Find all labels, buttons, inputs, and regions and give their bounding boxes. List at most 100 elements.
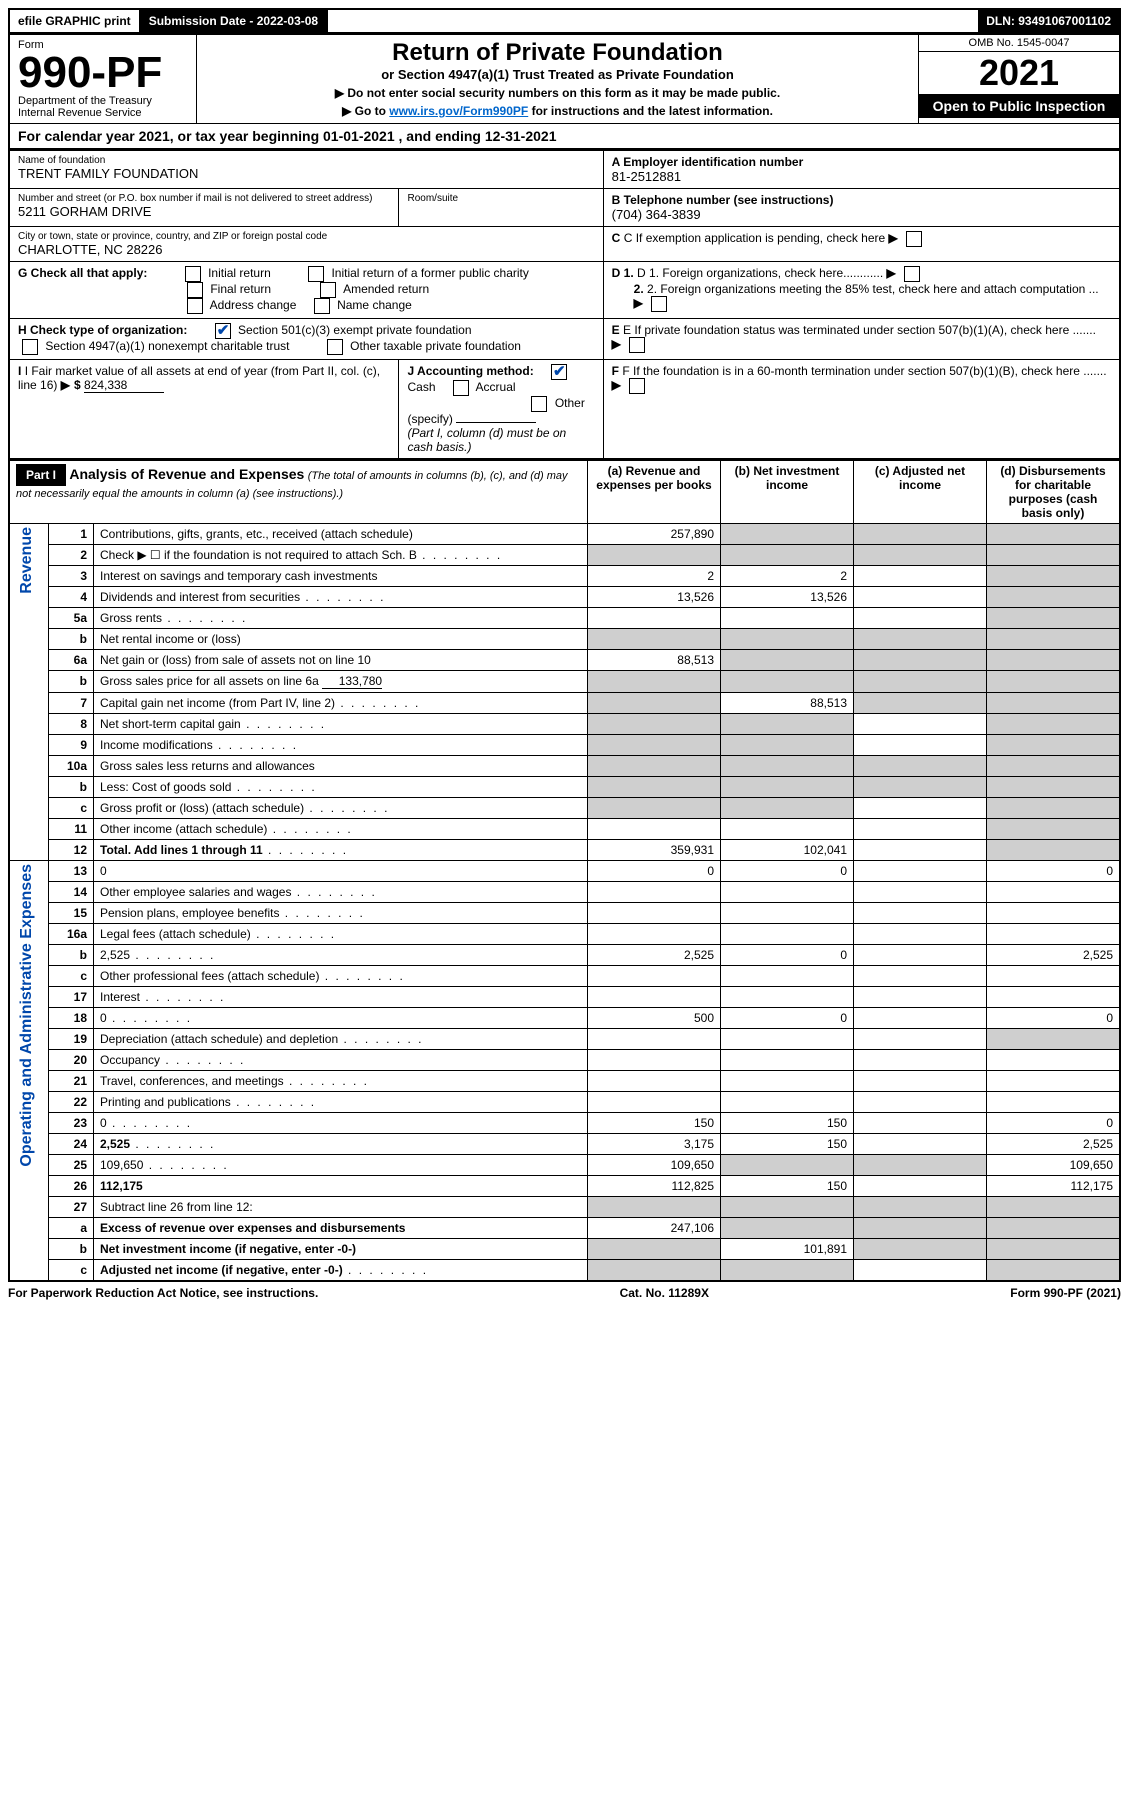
cell-d	[987, 882, 1121, 903]
line-desc: Gross sales less returns and allowances	[94, 756, 588, 777]
cell-c	[854, 1134, 987, 1155]
cell-b	[721, 1197, 854, 1218]
line-number: 14	[49, 882, 94, 903]
cell-b	[721, 819, 854, 840]
col-c-header: (c) Adjusted net income	[854, 461, 987, 524]
h-4947-checkbox[interactable]	[22, 339, 38, 355]
ein-value: 81-2512881	[612, 169, 1111, 184]
form-subtitle: or Section 4947(a)(1) Trust Treated as P…	[205, 67, 910, 82]
cell-c	[854, 1092, 987, 1113]
line-number: c	[49, 1260, 94, 1282]
d2-checkbox[interactable]	[651, 296, 667, 312]
cell-b	[721, 714, 854, 735]
cell-a	[588, 629, 721, 650]
j-note: (Part I, column (d) must be on cash basi…	[407, 426, 566, 454]
col-b-header: (b) Net investment income	[721, 461, 854, 524]
line-desc: Pension plans, employee benefits	[94, 903, 588, 924]
line-number: 9	[49, 735, 94, 756]
tax-year: 2021	[919, 52, 1119, 94]
col-a-header: (a) Revenue and expenses per books	[588, 461, 721, 524]
cell-a	[588, 735, 721, 756]
line-desc: Gross sales price for all assets on line…	[94, 671, 588, 693]
cell-a: 247,106	[588, 1218, 721, 1239]
cell-c	[854, 524, 987, 545]
cell-d: 112,175	[987, 1176, 1121, 1197]
f-checkbox[interactable]	[629, 378, 645, 394]
cell-a	[588, 903, 721, 924]
line-number: c	[49, 966, 94, 987]
line-desc: Dividends and interest from securities	[94, 587, 588, 608]
cell-c	[854, 671, 987, 693]
line-number: 7	[49, 693, 94, 714]
line-number: 15	[49, 903, 94, 924]
cell-d	[987, 1239, 1121, 1260]
cell-b	[721, 1050, 854, 1071]
line-desc: Printing and publications	[94, 1092, 588, 1113]
cell-a: 109,650	[588, 1155, 721, 1176]
cell-a: 3,175	[588, 1134, 721, 1155]
line-number: 26	[49, 1176, 94, 1197]
line-number: b	[49, 945, 94, 966]
top-spacer	[328, 10, 978, 32]
cell-c	[854, 777, 987, 798]
cell-b: 0	[721, 945, 854, 966]
cell-b: 0	[721, 861, 854, 882]
line-number: 19	[49, 1029, 94, 1050]
e-checkbox[interactable]	[629, 337, 645, 353]
cell-c	[854, 587, 987, 608]
col-d-header: (d) Disbursements for charitable purpose…	[987, 461, 1121, 524]
j-accrual-checkbox[interactable]	[453, 380, 469, 396]
line-desc: Capital gain net income (from Part IV, l…	[94, 693, 588, 714]
line-number: 21	[49, 1071, 94, 1092]
d1-checkbox[interactable]	[904, 266, 920, 282]
cell-b	[721, 1071, 854, 1092]
c-checkbox[interactable]	[906, 231, 922, 247]
form990pf-link[interactable]: www.irs.gov/Form990PF	[389, 104, 528, 118]
name-label: Name of foundation	[18, 155, 595, 166]
g-initial-former-checkbox[interactable]	[308, 266, 324, 282]
form-note-2: ▶ Go to www.irs.gov/Form990PF for instru…	[205, 104, 910, 118]
cell-c	[854, 1113, 987, 1134]
line-desc: Other employee salaries and wages	[94, 882, 588, 903]
form-number: 990-PF	[18, 51, 188, 95]
h-other-checkbox[interactable]	[327, 339, 343, 355]
cell-c	[854, 1155, 987, 1176]
side-label-exp: Operating and Administrative Expenses	[9, 861, 49, 1282]
g-name-checkbox[interactable]	[314, 298, 330, 314]
cell-d	[987, 693, 1121, 714]
g-final-checkbox[interactable]	[187, 282, 203, 298]
g-addr-checkbox[interactable]	[187, 298, 203, 314]
cell-a: 112,825	[588, 1176, 721, 1197]
cell-c	[854, 1260, 987, 1282]
h-501c3-checkbox[interactable]	[215, 323, 231, 339]
top-bar: efile GRAPHIC print Submission Date - 20…	[8, 8, 1121, 34]
cell-c	[854, 903, 987, 924]
j-cash-checkbox[interactable]	[551, 364, 567, 380]
cell-d	[987, 840, 1121, 861]
line-desc: Occupancy	[94, 1050, 588, 1071]
cell-d	[987, 777, 1121, 798]
j-other-checkbox[interactable]	[531, 396, 547, 412]
cell-a	[588, 777, 721, 798]
cell-c	[854, 545, 987, 566]
address-value: 5211 GORHAM DRIVE	[18, 204, 390, 219]
cell-b: 150	[721, 1113, 854, 1134]
cell-c	[854, 1008, 987, 1029]
i-label: I Fair market value of all assets at end…	[18, 364, 380, 392]
cell-c	[854, 566, 987, 587]
g-amended-checkbox[interactable]	[320, 282, 336, 298]
efile-label: efile GRAPHIC print	[10, 10, 141, 32]
cell-b	[721, 1092, 854, 1113]
cell-d	[987, 735, 1121, 756]
line-desc: Net short-term capital gain	[94, 714, 588, 735]
line-desc: Net investment income (if negative, ente…	[94, 1239, 588, 1260]
cell-a	[588, 714, 721, 735]
phone-value: (704) 364-3839	[612, 207, 1111, 222]
cell-a	[588, 1050, 721, 1071]
cell-c	[854, 945, 987, 966]
g-initial-checkbox[interactable]	[185, 266, 201, 282]
cell-d: 0	[987, 861, 1121, 882]
j-label: J Accounting method:	[407, 364, 533, 378]
line-desc: Travel, conferences, and meetings	[94, 1071, 588, 1092]
cell-a: 257,890	[588, 524, 721, 545]
